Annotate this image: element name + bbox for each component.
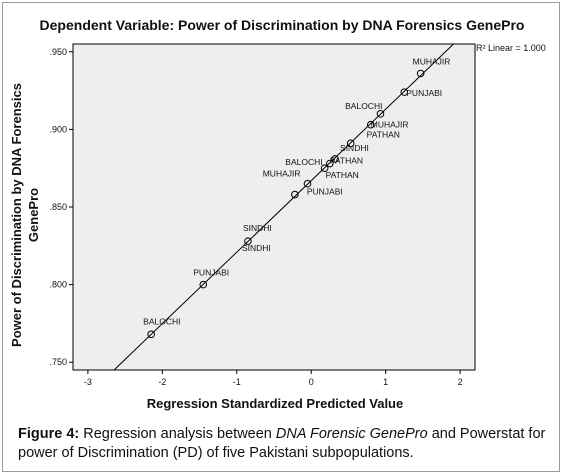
y-tick-label: .900: [49, 124, 67, 134]
point-label: PUNJABI: [307, 187, 343, 197]
point-label: BALOCHI: [345, 101, 382, 111]
x-tick-label: 1: [383, 377, 388, 387]
data-point: [326, 159, 334, 168]
caption-text-1: Regression analysis between: [79, 426, 276, 442]
y-tick-label: .950: [49, 47, 67, 57]
point-label: SINDHI: [242, 243, 271, 253]
figure-caption: Figure 4: Regression analysis between DN…: [18, 425, 558, 463]
data-point: [416, 69, 425, 78]
x-tick-label: -2: [158, 377, 166, 387]
r-squared-label: R² Linear = 1.000: [476, 43, 546, 53]
data-point: [291, 190, 299, 199]
data-point: [244, 237, 252, 245]
x-axis-label: Regression Standardized Predicted Value: [146, 396, 404, 411]
x-tick-label: 2: [458, 377, 463, 387]
y-tick-label: .850: [49, 202, 67, 212]
data-point: [303, 179, 312, 188]
caption-italic: DNA Forensic GenePro: [275, 426, 428, 442]
point-label: SINDHI: [340, 143, 369, 153]
data-point: [320, 164, 329, 172]
point-label: PUNJABI: [193, 268, 229, 278]
x-tick-label: 0: [309, 377, 314, 387]
point-label: PATHAN: [326, 170, 359, 180]
data-point: [199, 280, 208, 289]
x-tick-label: -1: [233, 377, 241, 387]
point-label: PUNJABI: [406, 88, 442, 98]
x-tick-label: -3: [84, 377, 92, 387]
data-point: [376, 110, 385, 118]
data-point: [400, 88, 409, 96]
point-label: SINDHI: [243, 223, 272, 233]
fit-line: [113, 43, 454, 371]
data-point: [331, 155, 339, 163]
y-tick-label: .750: [49, 357, 67, 367]
point-label: PATHAN: [330, 156, 363, 166]
caption-text-2: and Powerstat for power of Discriminatio…: [18, 426, 546, 461]
caption-lead: Figure 4:: [18, 426, 80, 442]
scatter-plot: .750 .800 .850 .900 .950 -3 -2 -1 0 1 2 BALOCHI PUNJ…: [49, 43, 476, 387]
point-label: MUHAJIR: [413, 56, 451, 66]
point-label: PATHAN: [367, 129, 400, 139]
data-point: [346, 139, 355, 148]
chart-title: Dependent Variable: Power of Discriminat…: [39, 17, 525, 33]
point-label: MUHAJIR: [371, 120, 409, 130]
point-label: MUHAJIR: [263, 169, 301, 179]
point-label: BALOCHI: [285, 157, 322, 167]
y-tick-label: .800: [49, 280, 67, 290]
data-point: [366, 120, 375, 129]
point-label: BALOCHI: [143, 316, 180, 326]
data-point: [147, 330, 155, 339]
